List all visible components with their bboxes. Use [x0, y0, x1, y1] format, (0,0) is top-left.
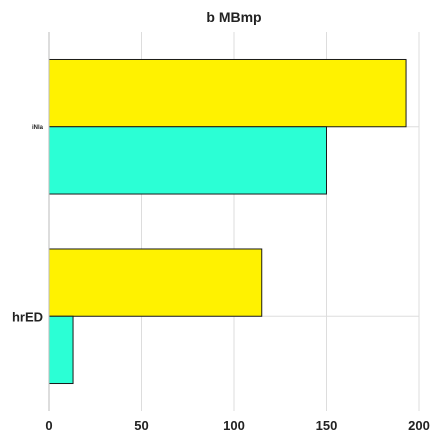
bar-iNla-series-2: [48, 126, 327, 195]
x-tick-label: 50: [134, 418, 148, 433]
y-tick-label: iNla: [32, 125, 44, 131]
x-tick-label: 0: [45, 418, 52, 433]
bar-iNla-series-1: [48, 58, 407, 128]
x-tick-label: 100: [223, 418, 245, 433]
bar-hrED-series-2: [48, 315, 74, 385]
x-tick-label: 150: [316, 418, 338, 433]
bar-hrED-series-1: [48, 248, 263, 317]
bar-layer: [48, 58, 407, 385]
y-tick-label: hrED: [12, 309, 43, 324]
x-tick-label: 200: [408, 418, 430, 433]
chart-title: b MBmp: [206, 9, 261, 25]
axis-layer: 0 50 100 150 200 hrED iNla: [12, 32, 430, 433]
